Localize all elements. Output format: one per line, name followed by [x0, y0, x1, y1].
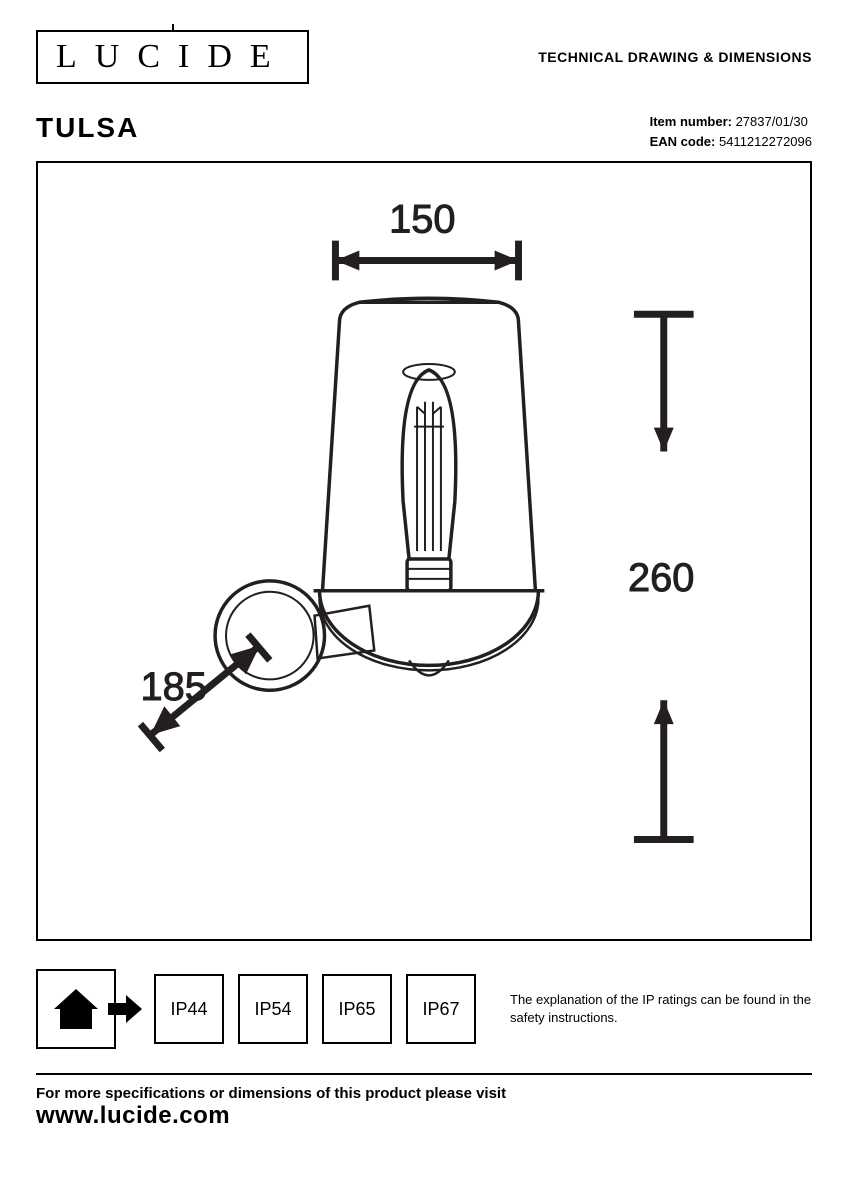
ip-rating-value: IP65 [338, 999, 375, 1020]
technical-drawing: 150 260 185 [36, 161, 812, 941]
drawing-svg: 150 260 185 [38, 163, 810, 939]
ip-rating-value: IP67 [422, 999, 459, 1020]
document-title: TECHNICAL DRAWING & DIMENSIONS [538, 49, 812, 65]
footer-url: www.lucide.com [36, 1102, 812, 1130]
header-row: LUCIDE TECHNICAL DRAWING & DIMENSIONS [36, 30, 812, 84]
logo-text: LUCIDE [56, 38, 289, 75]
ip-rating-box: IP44 [154, 974, 224, 1044]
ip-rating-value: IP54 [254, 999, 291, 1020]
ip-ratings-row: IP44 IP54 IP65 IP67 The explanation of t… [36, 969, 812, 1049]
product-name: TULSA [36, 112, 139, 144]
dim-height-value: 260 [628, 556, 694, 600]
product-codes: Item number: 27837/01/30 EAN code: 54112… [650, 112, 812, 151]
footer-text: For more specifications or dimensions of… [36, 1085, 812, 1102]
ip-rating-box: IP65 [322, 974, 392, 1044]
item-number-label: Item number: [650, 114, 732, 129]
product-info-row: TULSA Item number: 27837/01/30 EAN code:… [36, 112, 812, 151]
dim-width-value: 150 [389, 198, 455, 242]
item-number-value: 27837/01/30 [736, 114, 808, 129]
ip-note: The explanation of the IP ratings can be… [510, 991, 812, 1027]
dim-width [335, 241, 518, 281]
arrow-right-icon [108, 995, 142, 1023]
outdoor-icon-box [36, 969, 116, 1049]
house-icon [48, 981, 104, 1037]
dim-depth-value: 185 [140, 665, 206, 709]
ean-label: EAN code: [650, 134, 716, 149]
ip-rating-box: IP54 [238, 974, 308, 1044]
brand-logo: LUCIDE [36, 30, 309, 84]
lamp-outline [215, 298, 544, 690]
ip-rating-box: IP67 [406, 974, 476, 1044]
ip-rating-value: IP44 [170, 999, 207, 1020]
footer: For more specifications or dimensions of… [36, 1073, 812, 1130]
ean-value: 5411212272096 [719, 134, 812, 149]
